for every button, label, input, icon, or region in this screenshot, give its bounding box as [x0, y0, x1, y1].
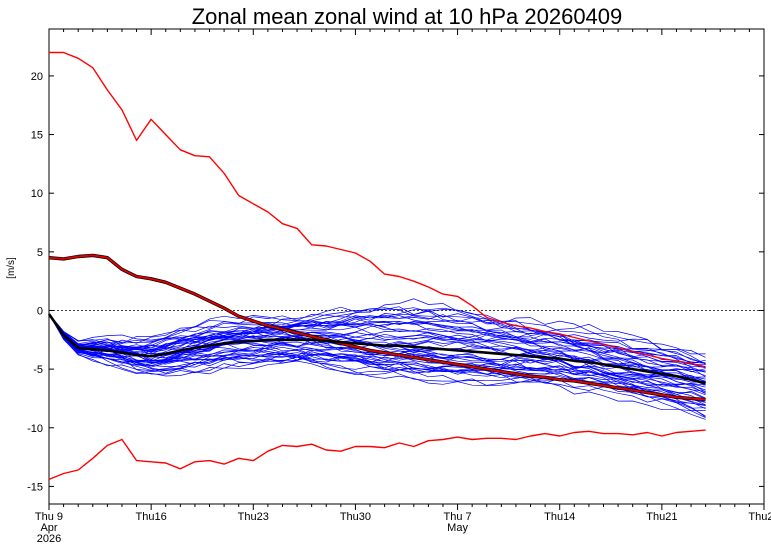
x-tick-label: Thu 7 — [444, 511, 472, 523]
climatology-min-line — [48, 429, 706, 481]
x-tick-label: Thu 9 — [35, 511, 63, 523]
ensemble-member-line — [48, 313, 706, 382]
y-axis-label: [m/s] — [6, 257, 17, 279]
chart-title: Zonal mean zonal wind at 10 hPa 20260409 — [192, 4, 623, 29]
x-tick-label: May — [447, 522, 468, 534]
ensemble-member-line — [48, 313, 706, 384]
y-tick-label: 15 — [31, 130, 43, 142]
x-tick-label: Thu23 — [238, 511, 269, 523]
y-tick-label: 5 — [37, 247, 43, 259]
ensemble-member-line — [48, 298, 706, 364]
y-tick-label: -10 — [27, 423, 43, 435]
ensemble-member-line — [48, 313, 706, 403]
y-axis: 20 15 10 5 0 -5 -10 -15 — [27, 71, 764, 493]
y-tick-label: 10 — [31, 188, 43, 200]
x-tick-label: Apr — [40, 522, 57, 534]
plot-area — [48, 28, 765, 505]
ensemble-member-line — [48, 313, 706, 406]
ensemble-member-line — [48, 313, 706, 420]
x-tick-label: Thu28 — [748, 511, 771, 523]
x-tick-label: Thu21 — [646, 511, 677, 523]
series-layer — [47, 51, 706, 481]
x-tick-label: Thu14 — [544, 511, 575, 523]
ensemble-member-line — [48, 306, 706, 364]
ensemble-member-line — [48, 307, 706, 358]
y-tick-label: 20 — [31, 71, 43, 83]
ensemble-member-line — [48, 313, 706, 406]
y-tick-label: -5 — [33, 364, 43, 376]
x-tick-label: Thu30 — [340, 511, 371, 523]
x-tick-label: Thu16 — [136, 511, 167, 523]
climatology-mean-line — [48, 254, 706, 401]
ensemble-member-line — [48, 307, 706, 364]
x-tick-label: 2026 — [37, 533, 61, 545]
y-tick-label: 0 — [37, 305, 43, 317]
ensemble-layer — [48, 298, 706, 420]
ensemble-member-line — [48, 313, 706, 393]
ensemble-mean-line — [47, 313, 706, 385]
ensemble-member-line — [48, 313, 706, 403]
y-tick-label: -15 — [27, 481, 43, 493]
climatology-max-line — [49, 51, 706, 368]
